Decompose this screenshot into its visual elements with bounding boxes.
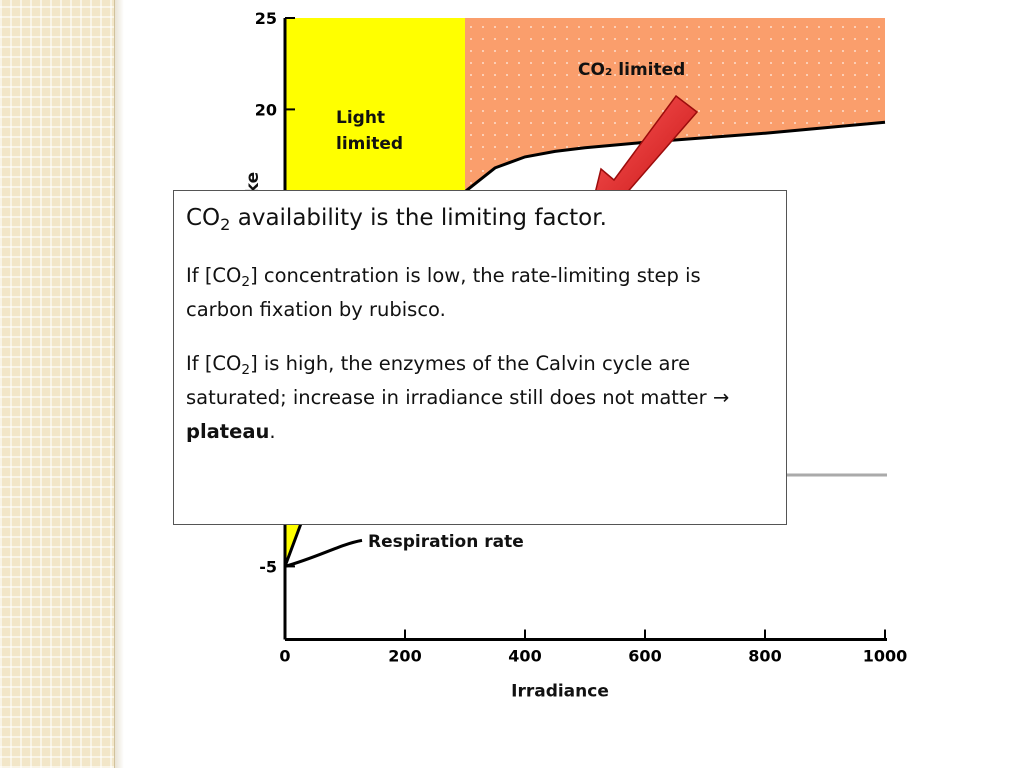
respiration-leader-line	[284, 538, 363, 568]
y-tick-label: 20	[255, 100, 277, 119]
right-arrow-icon: →	[712, 386, 730, 409]
decorative-side-band	[0, 0, 115, 768]
x-tick-label: 800	[748, 647, 781, 666]
explanation-textbox: CO2 availability is the limiting factor.…	[173, 190, 787, 525]
x-tick-label: 400	[508, 647, 541, 666]
x-tick-label: 200	[388, 647, 421, 666]
textbox-paragraph-low-co2: If [CO2] concentration is low, the rate-…	[186, 264, 701, 321]
y-tick-label: 25	[255, 9, 277, 28]
side-band-shadow	[114, 0, 124, 768]
co2-limited-label: CO₂ limited	[578, 60, 685, 80]
respiration-rate-label: Respiration rate	[368, 532, 524, 552]
y-tick-label: -5	[259, 557, 277, 576]
textbox-heading: CO2 availability is the limiting factor.	[186, 205, 607, 234]
x-tick-label: 1000	[863, 647, 908, 666]
x-axis-label: Irradiance	[511, 682, 609, 702]
plateau-term: plateau	[186, 420, 270, 443]
textbox-paragraph-high-co2: If [CO2] is high, the enzymes of the Cal…	[186, 352, 730, 443]
x-tick-label: 0	[279, 647, 290, 666]
light-limited-label-line2: limited	[336, 134, 403, 154]
x-tick-label: 600	[628, 647, 661, 666]
light-limited-label-line1: Light	[336, 108, 385, 128]
